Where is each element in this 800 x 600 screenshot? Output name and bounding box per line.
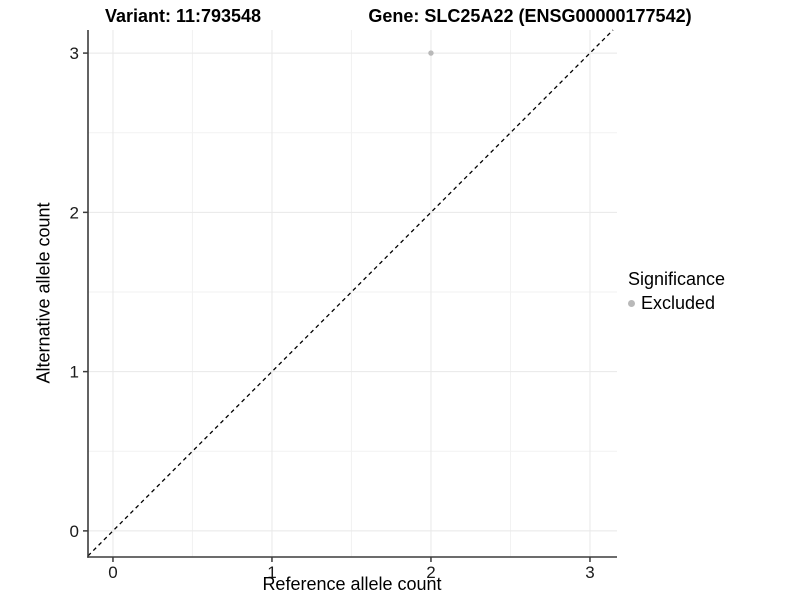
- y-tick-label: 2: [70, 203, 79, 222]
- identity-line: [87, 29, 614, 557]
- x-tick-label: 3: [585, 563, 594, 582]
- y-tick-label: 0: [70, 522, 79, 541]
- y-tick-label: 1: [70, 363, 79, 382]
- data-point: [428, 50, 434, 56]
- legend-item: Excluded: [628, 293, 725, 314]
- x-tick-label: 1: [267, 563, 276, 582]
- legend: Significance Excluded: [628, 269, 725, 314]
- legend-title: Significance: [628, 269, 726, 289]
- x-axis-title: Reference allele count: [262, 574, 442, 594]
- legend-items: Excluded: [628, 293, 725, 314]
- x-tick-label: 2: [426, 563, 435, 582]
- variant-title: Variant: 11:793548: [104, 6, 262, 26]
- y-axis-title: Alternative allele count: [33, 202, 54, 384]
- legend-point-icon: [628, 300, 635, 307]
- y-tick-label: 3: [70, 44, 79, 63]
- gene-title: Gene: SLC25A22 (ENSG00000177542): [368, 6, 692, 26]
- legend-item-label: Excluded: [641, 293, 716, 313]
- x-tick-label: 0: [108, 563, 117, 582]
